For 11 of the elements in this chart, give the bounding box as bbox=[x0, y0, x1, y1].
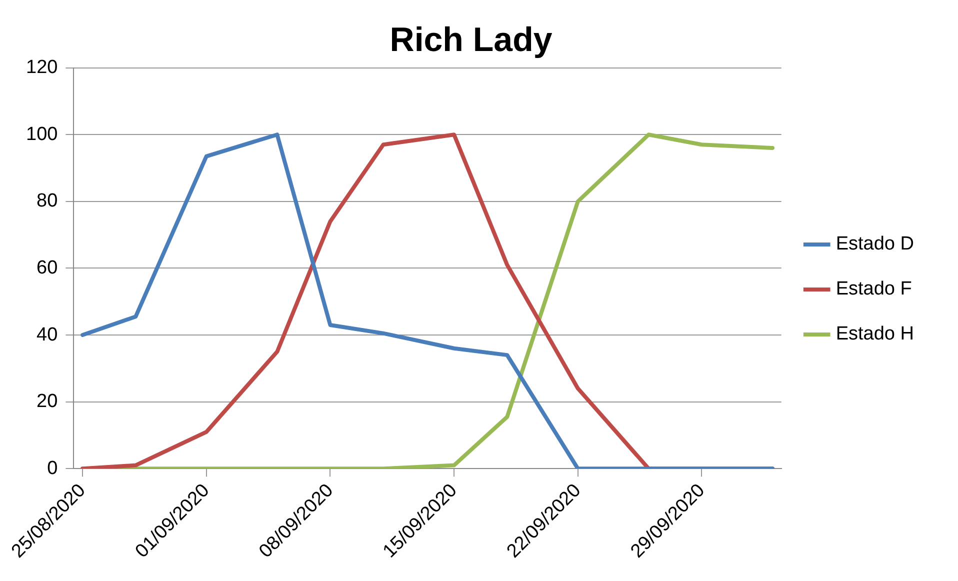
chart-title: Rich Lady bbox=[390, 20, 552, 59]
y-tick-label: 20 bbox=[36, 391, 58, 412]
y-tick-label: 0 bbox=[47, 458, 58, 479]
legend-label: Estado H bbox=[836, 324, 914, 345]
y-tick-label: 100 bbox=[26, 124, 58, 145]
y-tick-label: 80 bbox=[36, 190, 58, 212]
legend-label: Estado F bbox=[836, 278, 912, 300]
y-tick-label: 60 bbox=[36, 257, 58, 278]
y-tick-label: 120 bbox=[26, 57, 58, 78]
legend-label: Estado D bbox=[836, 234, 914, 255]
y-tick-label: 40 bbox=[36, 324, 58, 346]
